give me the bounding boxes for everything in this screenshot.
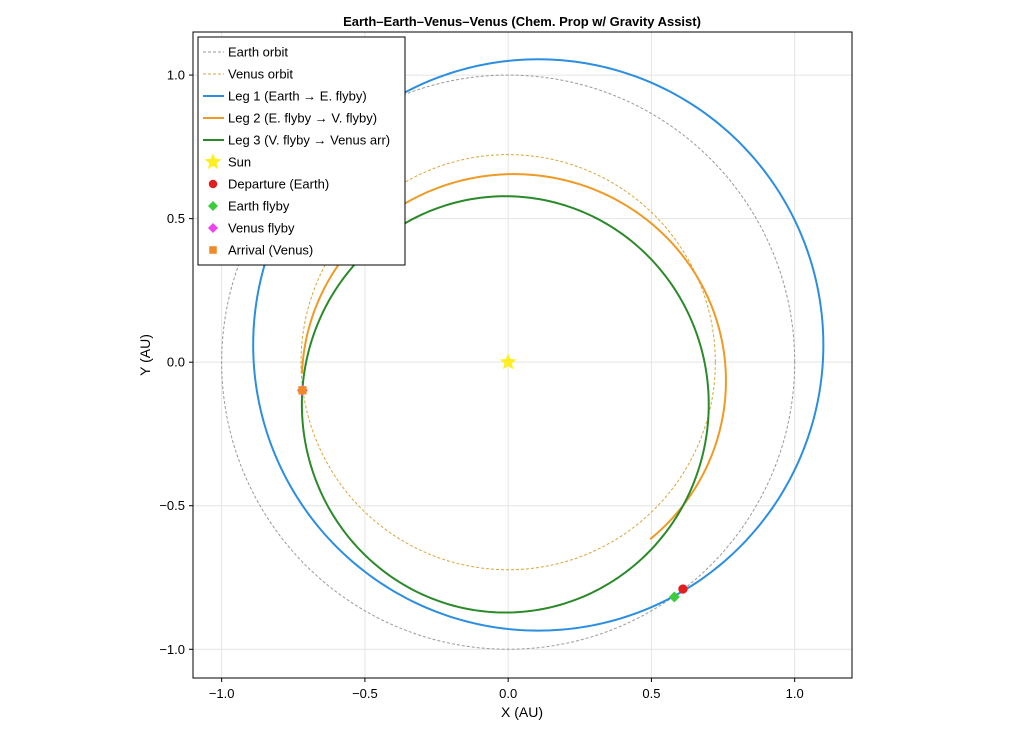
marker-1 (499, 353, 517, 370)
series-1-line (221, 74, 796, 650)
legend-swatch-6 (204, 153, 222, 170)
tick-layer: −1.0 −0.5 0.0 0.5 1.0 −1.0 −0.5 0.0 0.5 1.0 (159, 68, 803, 701)
legend-swatch-10 (209, 246, 217, 254)
marker-layer (296, 353, 688, 603)
legend-label-10: Arrival (Venus) (228, 243, 313, 258)
y-tick-label: 0.5 (167, 211, 185, 226)
legend-swatch-7 (208, 179, 218, 189)
marker-2 (678, 584, 688, 594)
x-tick-label: 0.0 (499, 686, 517, 701)
legend-swatch-8 (208, 201, 218, 211)
y-tick-label: −0.5 (159, 498, 185, 513)
legend-label-4: Leg 2 (E. flyby → V. flyby) (228, 111, 377, 126)
legend-label-5: Leg 3 (V. flyby → Venus arr) (228, 133, 390, 148)
series-2-line (300, 154, 716, 571)
legend-label-1: Earth orbit (228, 45, 288, 60)
series-5-line (300, 195, 710, 614)
x-tick-label: 0.5 (642, 686, 660, 701)
x-axis-label: X (AU) (501, 704, 543, 720)
legend-label-6: Sun (228, 155, 251, 170)
legend: Earth orbit Venus orbit Leg 1 (Earth → E. … (197, 36, 406, 266)
legend-label-2: Venus orbit (228, 67, 293, 82)
x-tick-label: −0.5 (352, 686, 378, 701)
legend-box (197, 36, 406, 266)
legend-label-9: Venus flyby (228, 221, 295, 236)
y-axis-label: Y (AU) (137, 334, 153, 376)
marker-5 (298, 386, 307, 395)
y-tick-label: −1.0 (159, 642, 185, 657)
chart-title: Earth–Earth–Venus–Venus (Chem. Prop w/ G… (343, 14, 701, 29)
x-tick-label: −1.0 (209, 686, 235, 701)
x-tick-label: 1.0 (786, 686, 804, 701)
legend-label-7: Departure (Earth) (228, 177, 329, 192)
legend-label-8: Earth flyby (228, 199, 290, 214)
y-tick-label: 1.0 (167, 68, 185, 83)
legend-label-3: Leg 1 (Earth → E. flyby) (228, 89, 367, 104)
plot-frame (192, 31, 853, 679)
marker-3 (668, 591, 680, 603)
legend-swatch-9 (208, 223, 218, 233)
y-tick-label: 0.0 (167, 355, 185, 370)
